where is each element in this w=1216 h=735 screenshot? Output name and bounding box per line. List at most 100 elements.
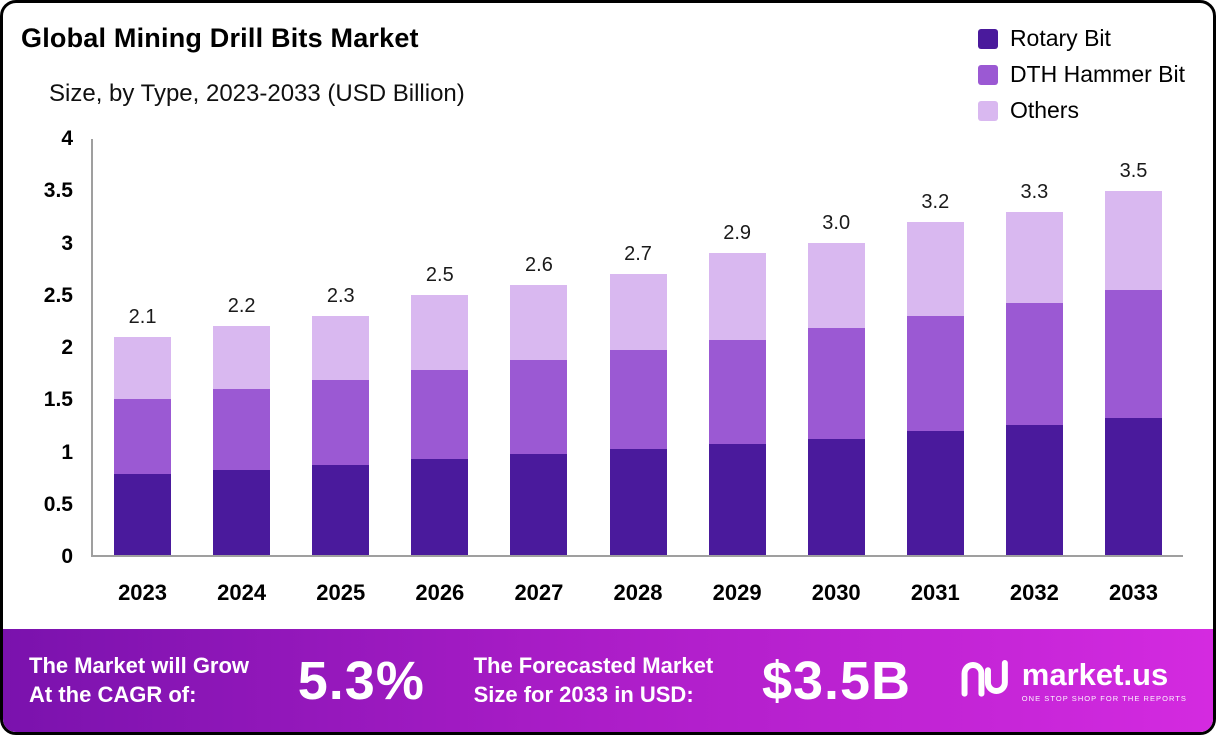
stacked-bar: [213, 326, 271, 555]
stacked-bar: [411, 295, 469, 555]
stacked-bar: [312, 315, 370, 555]
bar-column: 2.7: [588, 139, 687, 555]
bar-segment-dth-hammer-bit: [609, 350, 667, 449]
bar-segment-others: [1104, 191, 1162, 290]
y-axis-tick-label: 3.5: [43, 179, 73, 203]
bar-segment-rotary-bit: [213, 469, 271, 555]
x-axis-labels: 2023 2024 2025 2026 2027 2028 2029 2030 2031 2032…: [93, 557, 1213, 629]
stacked-bar: [708, 253, 766, 555]
bar-total-label: 3.3: [1020, 180, 1049, 203]
stacked-bar: [807, 243, 865, 555]
x-axis-label: 2029: [712, 580, 762, 605]
x-axis-label: 2023: [118, 580, 168, 605]
x-axis-label: 2030: [811, 580, 861, 605]
bar-column: 2.2: [192, 139, 291, 555]
bar-segment-others: [411, 295, 469, 370]
bar-segment-others: [312, 315, 370, 381]
bar-total-label: 2.3: [326, 284, 355, 307]
x-axis-label: 2026: [415, 580, 465, 605]
bar-segment-dth-hammer-bit: [312, 380, 370, 465]
chart-header: Global Mining Drill Bits Market Size, by…: [3, 3, 1213, 139]
footer-banner: The Market will Grow At the CAGR of: 5.3…: [3, 629, 1213, 732]
bar-total-label: 3.2: [921, 191, 950, 214]
bar-column: 3.5: [1084, 139, 1183, 555]
stacked-bar: [510, 284, 568, 555]
bar-segment-others: [708, 253, 766, 340]
bar-segment-others: [213, 326, 271, 389]
bar-segment-dth-hammer-bit: [114, 399, 172, 474]
y-axis-tick-label: 0: [61, 545, 73, 568]
cagr-value: 5.3%: [297, 650, 425, 711]
bar-segment-dth-hammer-bit: [510, 359, 568, 455]
y-axis-tick-label: 2.5: [43, 283, 73, 307]
y-axis-tick-label: 1.5: [43, 388, 73, 412]
bar-segment-others: [510, 284, 568, 360]
stacked-bar: [1005, 211, 1063, 555]
legend-label: Rotary Bit: [1009, 25, 1111, 51]
bar-column: 2.9: [688, 139, 787, 555]
forecast-label: The Forecasted Market Size for 2033 in U…: [474, 652, 714, 709]
y-axis-tick-label: 1: [61, 440, 73, 464]
bar-total-label: 2.9: [723, 222, 752, 245]
stacked-bar: [114, 336, 172, 555]
bar-segment-rotary-bit: [312, 464, 370, 555]
bar-segment-others: [807, 243, 865, 329]
cagr-label-line2: At the CAGR of:: [29, 681, 197, 707]
forecast-value: $3.5B: [761, 650, 912, 711]
forecast-label-line1: The Forecasted Market: [473, 652, 714, 678]
y-axis-tick-label: 2: [61, 336, 73, 359]
bar-column: 2.6: [489, 139, 588, 555]
bar-segment-rotary-bit: [708, 443, 766, 555]
y-axis-tick-label: 4: [61, 127, 73, 150]
legend-label: Others: [1009, 97, 1079, 123]
x-axis-label: 2025: [316, 580, 366, 605]
y-axis: 0 0.5 1 1.5 2 2.5 3 3.5 4: [3, 127, 91, 568]
stacked-bar: [906, 222, 964, 555]
bar-total-label: 2.1: [128, 305, 157, 328]
bar-segment-dth-hammer-bit: [906, 315, 964, 432]
y-axis-tick-label: 0.5: [43, 492, 73, 516]
bar-total-label: 2.6: [525, 253, 553, 276]
bar-total-label: 2.5: [425, 264, 454, 287]
stacked-bar: [609, 274, 667, 555]
x-axis-label: 2028: [613, 580, 663, 605]
bar-segment-rotary-bit: [1005, 425, 1063, 555]
bar-total-label: 3.5: [1119, 160, 1148, 183]
x-axis-label: 2031: [910, 580, 960, 605]
chart-title-block: Global Mining Drill Bits Market Size, by…: [21, 23, 465, 108]
bar-segment-rotary-bit: [609, 448, 667, 555]
cagr-label-line1: The Market will Grow: [29, 652, 250, 678]
legend-item: DTH Hammer Bit: [977, 61, 1185, 88]
bar-segment-rotary-bit: [114, 473, 172, 555]
bar-segment-dth-hammer-bit: [807, 328, 865, 439]
market-us-logo-text-block: market.us ONE STOP SHOP FOR THE REPORTS: [1022, 659, 1187, 703]
chart-title: Global Mining Drill Bits Market: [21, 23, 419, 53]
bar-segment-others: [1005, 211, 1063, 304]
market-us-logo-icon: [960, 658, 1012, 703]
bar-total-label: 3.0: [822, 212, 851, 235]
forecast-label-line2: Size for 2033 in USD:: [473, 681, 694, 707]
bar-segment-rotary-bit: [906, 431, 964, 555]
bar-segment-dth-hammer-bit: [213, 388, 271, 470]
bar-segment-rotary-bit: [411, 459, 469, 555]
bar-column: 2.3: [291, 139, 390, 555]
bar-segment-rotary-bit: [1104, 417, 1162, 555]
bar-column: 3.2: [886, 139, 985, 555]
bar-column: 3.0: [787, 139, 886, 555]
legend-swatch: [977, 100, 998, 121]
stacked-bar: [1104, 191, 1162, 555]
bar-column: 2.1: [93, 139, 192, 555]
bar-segment-dth-hammer-bit: [708, 339, 766, 444]
bar-total-label: 2.2: [227, 295, 256, 318]
market-us-wordmark: market.us: [1021, 656, 1169, 692]
legend-swatch: [977, 28, 998, 49]
legend-swatch: [977, 64, 998, 85]
x-axis-label: 2033: [1109, 580, 1158, 605]
legend-item: Others: [977, 97, 1185, 124]
y-axis-tick-label: 3: [61, 231, 73, 255]
chart-subtitle: Size, by Type, 2023-2033 (USD Billion): [49, 80, 465, 107]
legend-label: DTH Hammer Bit: [1009, 61, 1185, 87]
bar-segment-rotary-bit: [807, 438, 865, 555]
bar-segment-dth-hammer-bit: [411, 369, 469, 460]
